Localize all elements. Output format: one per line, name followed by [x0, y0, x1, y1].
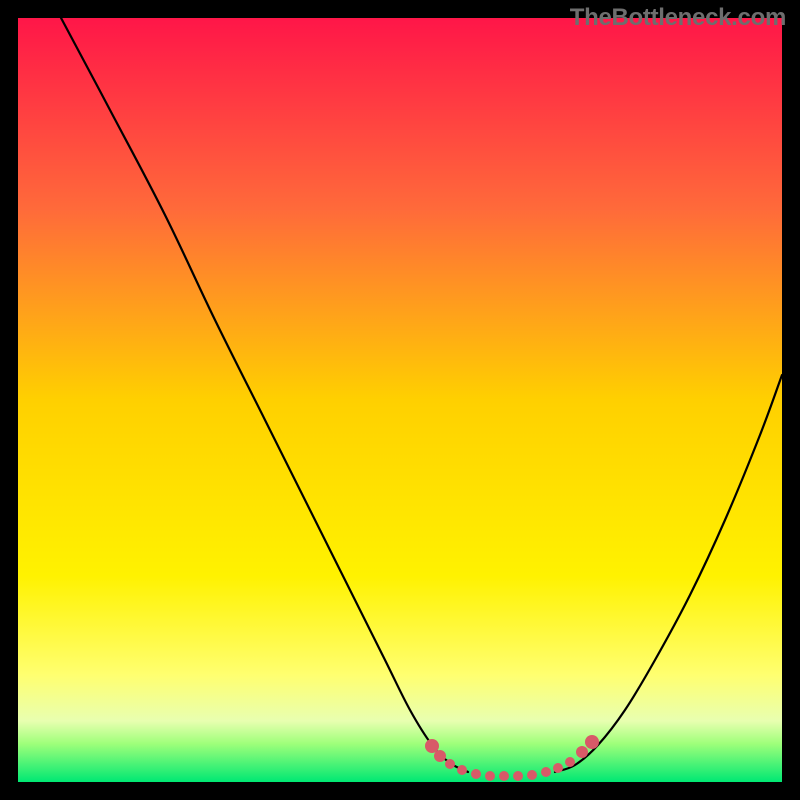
marker-point	[499, 771, 509, 781]
marker-point	[527, 770, 537, 780]
curve-left	[60, 16, 468, 772]
marker-point	[485, 771, 495, 781]
chart-svg	[0, 0, 800, 800]
chart-container: TheBottleneck.com	[0, 0, 800, 800]
marker-point	[585, 735, 599, 749]
marker-point	[513, 771, 523, 781]
marker-point	[553, 763, 563, 773]
curve-right	[555, 375, 782, 772]
marker-point	[471, 769, 481, 779]
marker-point	[457, 765, 467, 775]
marker-point	[576, 746, 588, 758]
marker-point	[445, 759, 455, 769]
marker-point	[541, 767, 551, 777]
marker-point	[565, 757, 575, 767]
marker-point	[434, 750, 446, 762]
